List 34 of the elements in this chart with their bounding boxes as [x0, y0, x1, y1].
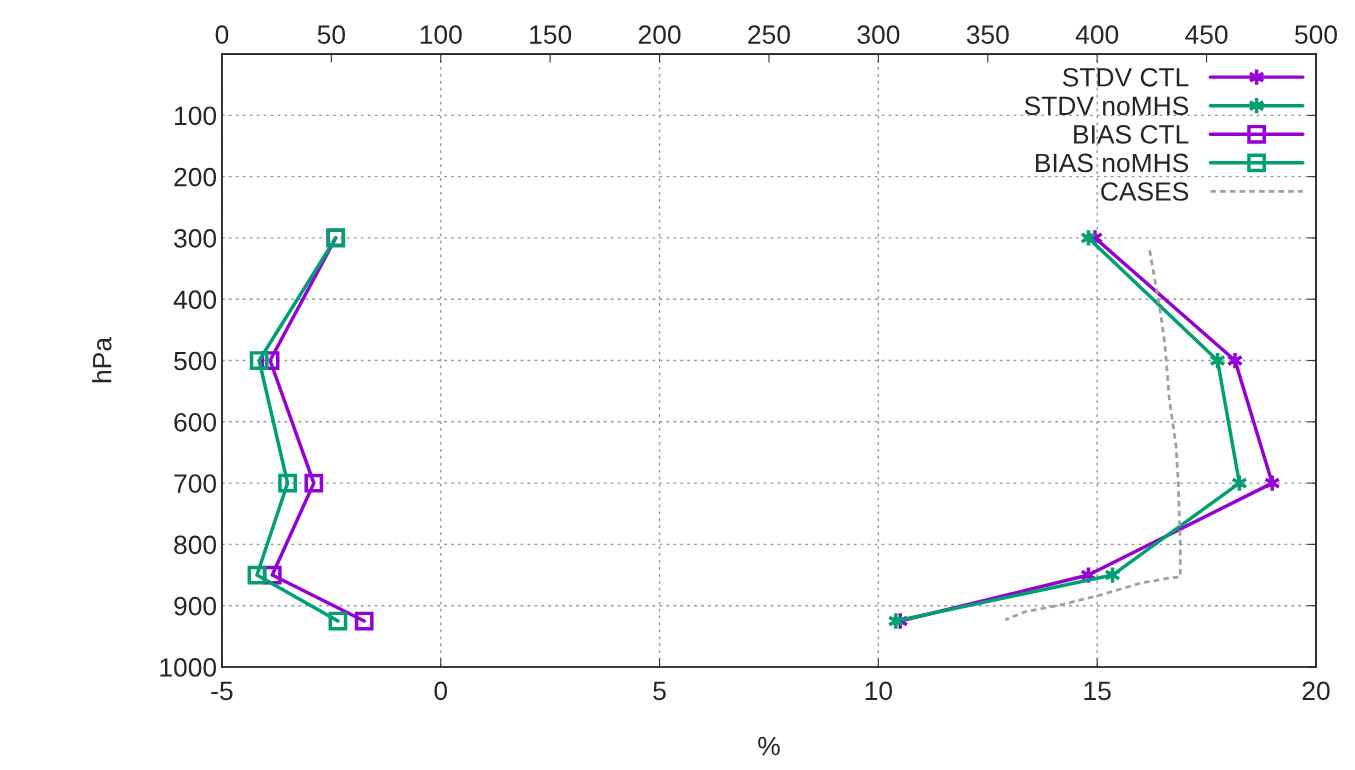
legend-label: BIAS noMHS [1036, 153, 1189, 173]
x2-tick-label: 100 [420, 25, 462, 44]
y-tick-label: 700 [174, 474, 217, 493]
x-tick-label: 20 [1302, 681, 1330, 701]
x2-tick-label: 200 [638, 25, 681, 44]
x-tick-label: 10 [865, 681, 893, 701]
legend-label: STDV CTL [1062, 67, 1189, 87]
legend-label: BIAS CTL [1074, 125, 1189, 144]
x2-tick-label: 0 [215, 25, 229, 44]
y-tick-label: 500 [174, 351, 217, 371]
y-tick-label: 900 [174, 596, 217, 616]
x2-tick-label: 350 [966, 25, 1009, 44]
x2-tick-label: 400 [1075, 25, 1119, 44]
x-tick-label: -5 [211, 681, 233, 701]
y-tick-label: 300 [174, 229, 217, 248]
x2-tick-label: 450 [1185, 25, 1228, 44]
legend-label: CASES [1101, 182, 1189, 201]
y-tick-label: 600 [174, 412, 217, 432]
x-tick-label: 0 [434, 681, 448, 701]
y-tick-label: 100 [175, 106, 217, 126]
y-tick-label: 800 [174, 535, 217, 555]
x2-tick-label: 150 [530, 25, 572, 44]
y-tick-label: 1000 [160, 658, 217, 677]
legend-label: STDV noMHS [1024, 96, 1189, 116]
x2-tick-label: 500 [1295, 25, 1337, 44]
y-tick-label: 200 [174, 167, 217, 187]
x-tick-label: 5 [653, 681, 666, 701]
y-axis-title: hPa [92, 337, 112, 383]
x-tick-label: 15 [1084, 681, 1111, 701]
y-tick-label: 400 [173, 290, 217, 310]
x-axis-title: % [758, 736, 780, 756]
x2-tick-label: 300 [857, 25, 900, 44]
x2-tick-label: 50 [317, 25, 345, 44]
x2-tick-label: 250 [748, 25, 790, 44]
